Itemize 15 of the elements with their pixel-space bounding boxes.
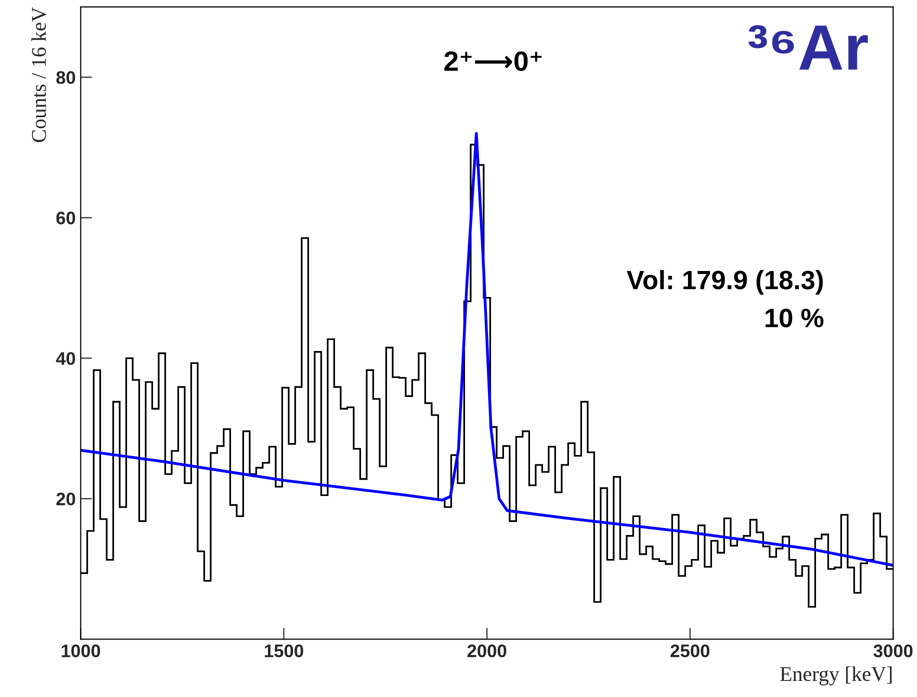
y-tick-label: 80 [56, 71, 76, 84]
annotation: ³⁶Ar [748, 25, 868, 70]
annotation: 2⁺⟶0⁺ [444, 51, 542, 72]
y-tick-label: 40 [56, 352, 76, 365]
y-tick-label: 20 [56, 492, 76, 506]
x-tick-label: 2500 [670, 644, 710, 658]
x-tick-label: 3000 [873, 644, 913, 658]
x-tick-label: 1000 [62, 644, 100, 658]
y-tick-label: 60 [56, 212, 76, 224]
x-axis-title: Energy [keV] [780, 666, 892, 686]
y-axis-title: Counts / 16 keV [31, 7, 46, 142]
x-tick-label: 1500 [264, 644, 304, 658]
annotation: 10 % [766, 308, 824, 328]
x-tick-label: 2000 [467, 644, 506, 658]
annotation: Vol: 179.9 (18.3) [626, 270, 823, 295]
